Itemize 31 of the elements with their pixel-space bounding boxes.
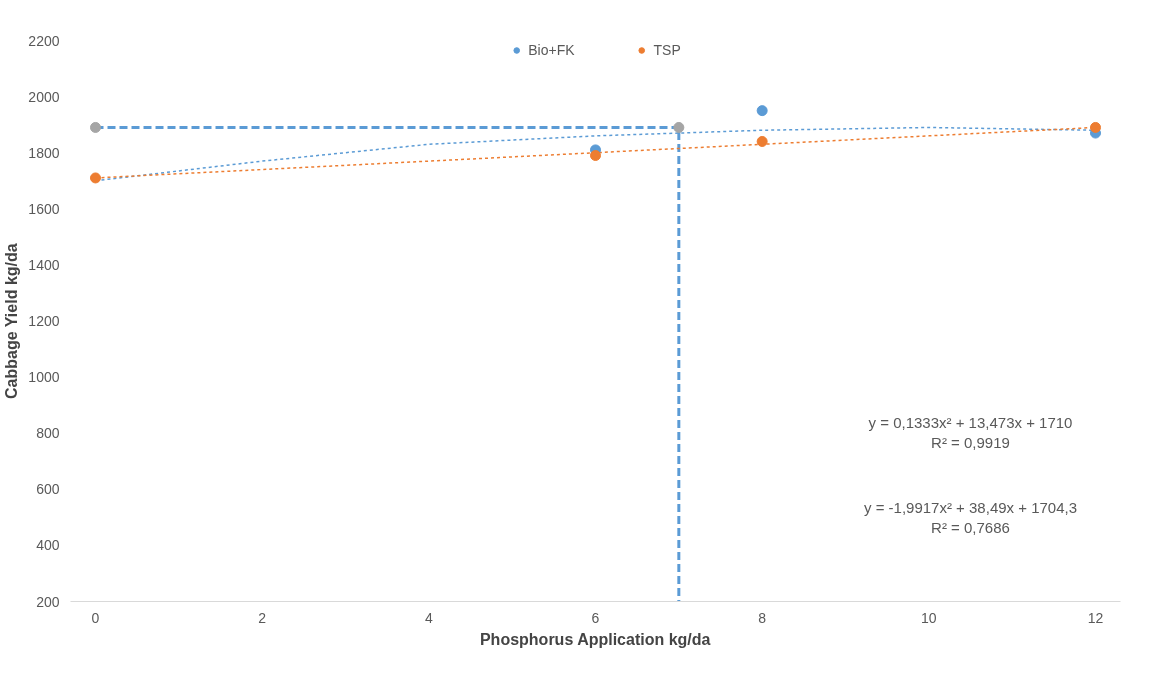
y-tick-label: 1600 xyxy=(28,200,60,217)
legend-label: Bio+FK xyxy=(528,42,575,58)
annotation: y = -1,9917x² + 38,49x + 1704,3 R² = 0,7686 xyxy=(863,499,1078,537)
x-tick-label: 0 xyxy=(91,609,100,626)
point xyxy=(673,121,685,133)
y-tick-label: 2000 xyxy=(28,88,60,105)
y-tick-label: 1200 xyxy=(28,313,60,329)
y-tick-label: 600 xyxy=(36,481,60,498)
x-axis-title: Phosphorus Application kg/da xyxy=(479,630,711,648)
y-tick-label: 2200 xyxy=(28,32,60,49)
point xyxy=(90,172,101,184)
y-axis-title: Cabbage Yield kg/da xyxy=(3,243,21,399)
x-tick-label: 12 xyxy=(1087,609,1104,626)
point xyxy=(1090,121,1101,133)
x-tick-label: 6 xyxy=(591,609,600,626)
x-tick-label: 4 xyxy=(424,609,433,626)
y-tick-label: 200 xyxy=(36,593,60,610)
y-tick-label: 1000 xyxy=(28,369,60,386)
x-tick-label: 10 xyxy=(921,609,937,626)
y-tick-label: 1400 xyxy=(28,256,60,273)
y-tick-label: 1800 xyxy=(28,144,60,161)
point xyxy=(590,150,601,161)
y-tick-label: 800 xyxy=(36,425,60,442)
x-tick-label: 8 xyxy=(758,609,767,626)
annotation: y = 0,1333x² + 13,473x + 1710 R² = 0,9919 xyxy=(868,414,1073,452)
legend-label: TSP xyxy=(653,42,681,58)
y-tick-label: 400 xyxy=(36,537,60,554)
point xyxy=(756,135,768,147)
point xyxy=(90,121,101,133)
point xyxy=(756,105,768,117)
x-tick-label: 2 xyxy=(258,609,267,626)
